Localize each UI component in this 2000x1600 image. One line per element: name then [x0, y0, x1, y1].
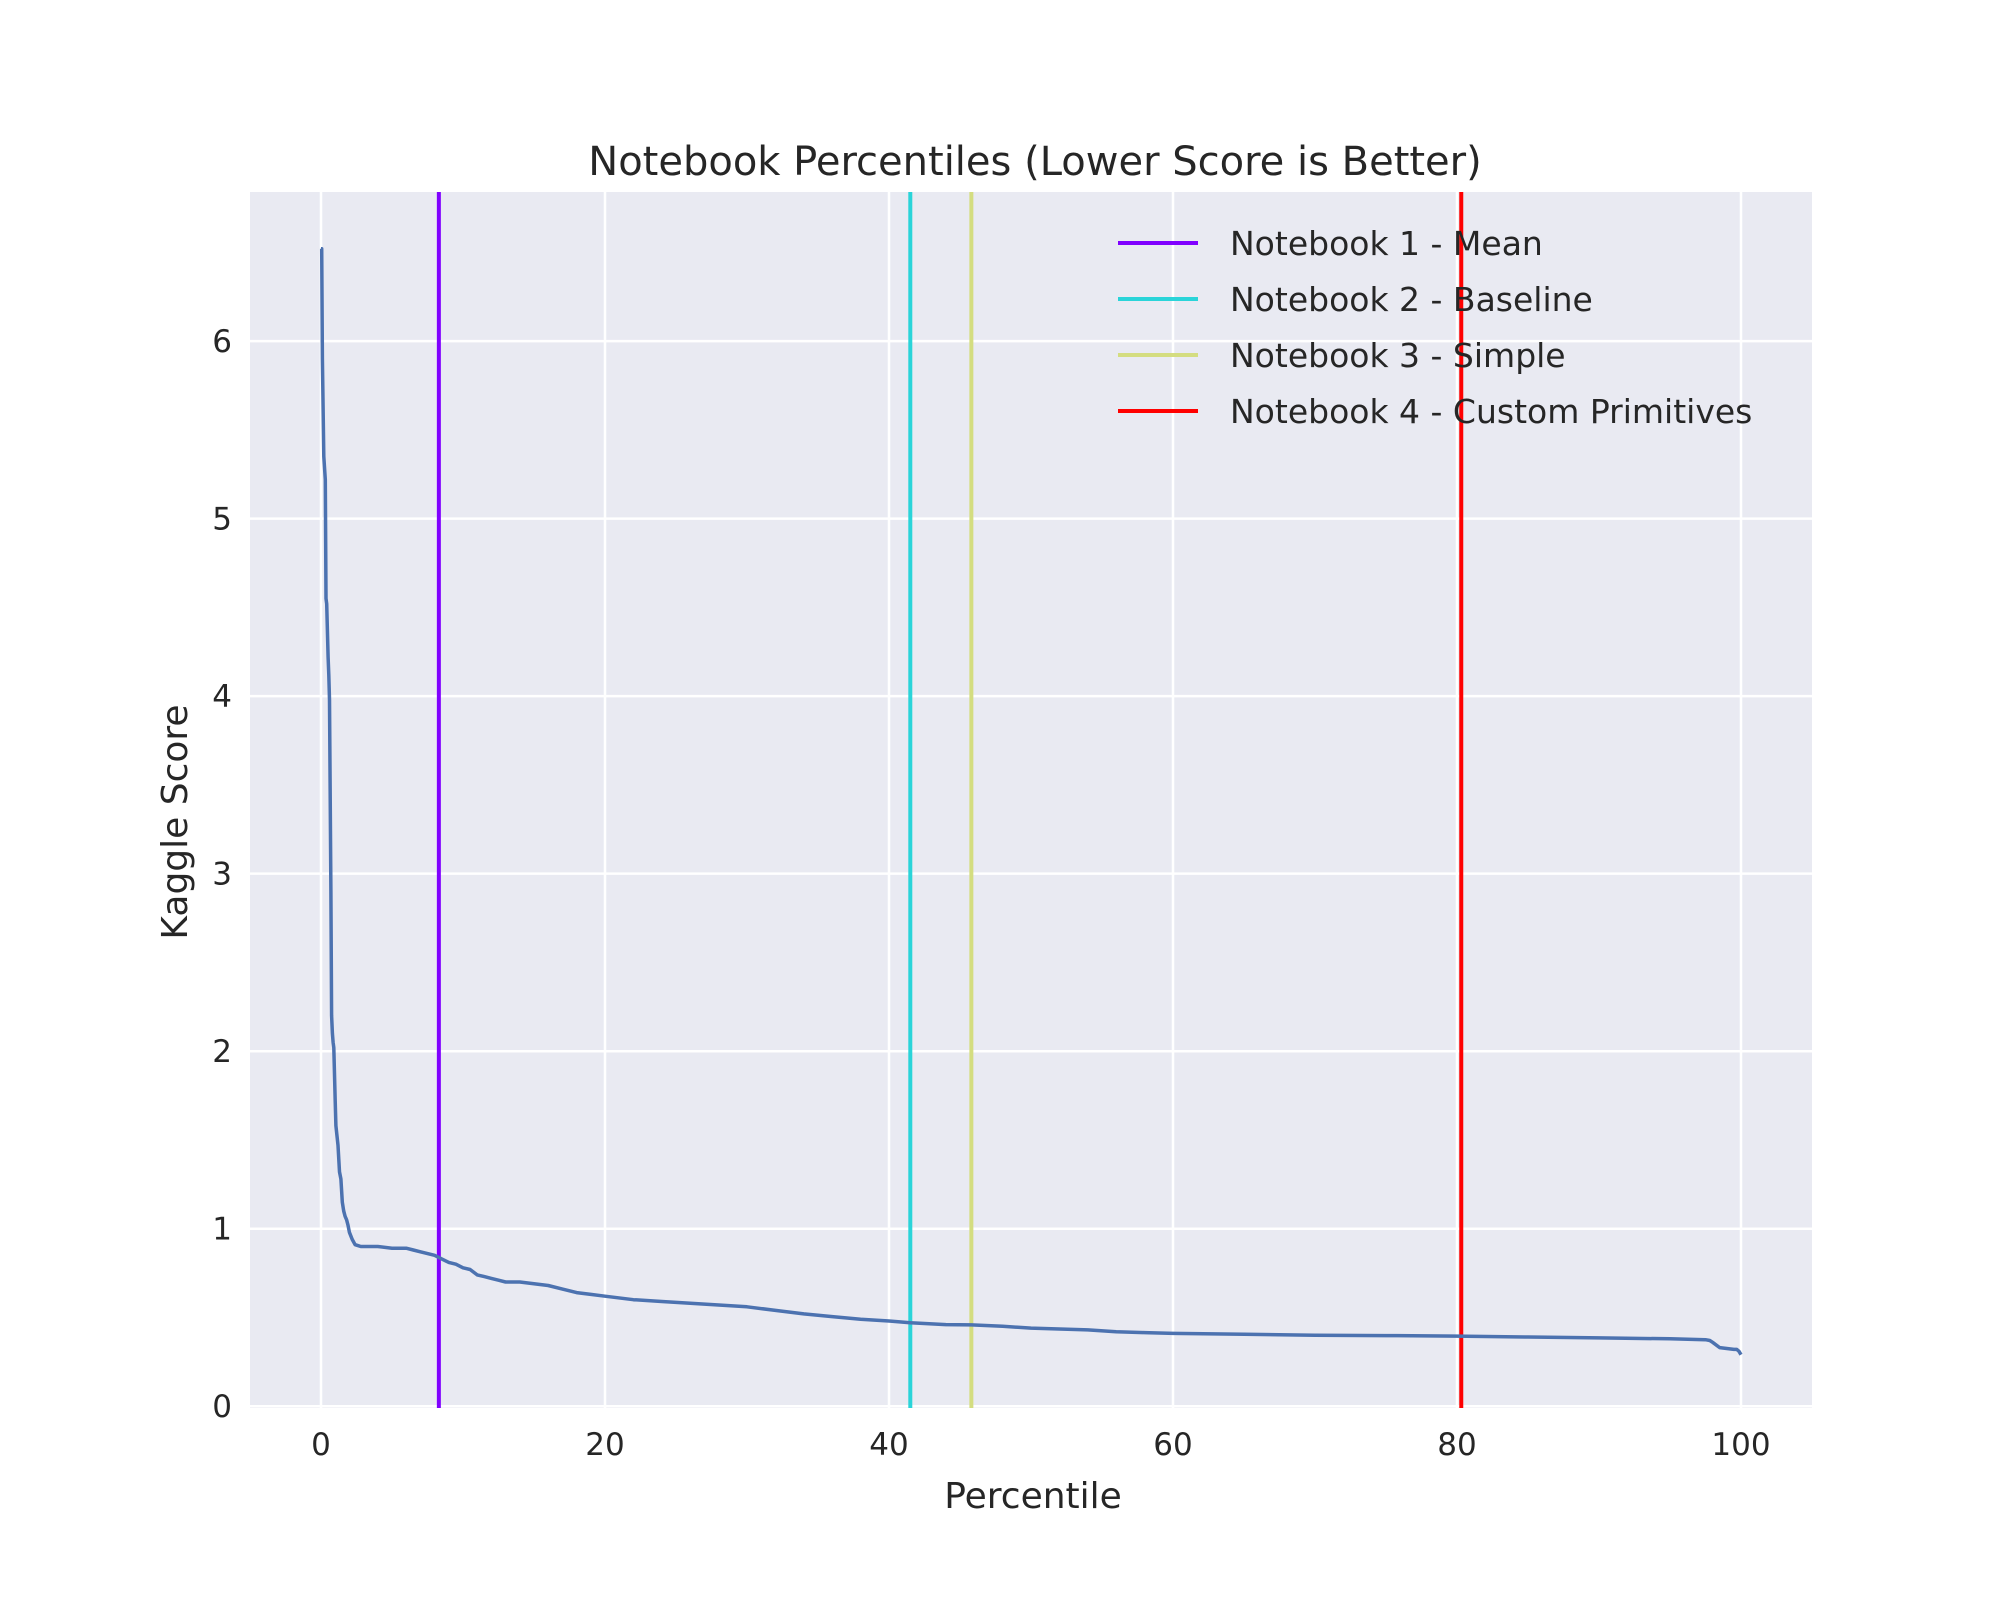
series-line [319, 247, 1743, 1356]
grid [250, 192, 1812, 1408]
x-tick-label: 100 [1711, 1427, 1770, 1463]
y-tick-label: 2 [212, 1034, 232, 1070]
ticks: 0 20 40 60 80 100 0 1 2 3 4 5 6 [212, 324, 1770, 1463]
legend-label: Notebook 2 - Baseline [1230, 280, 1593, 319]
chart-title: Notebook Percentiles (Lower Score is Bet… [588, 139, 1481, 185]
y-tick-label: 4 [212, 679, 232, 715]
legend-label: Notebook 4 - Custom Primitives [1230, 392, 1752, 431]
x-tick-label: 20 [585, 1427, 624, 1463]
x-axis-label: Percentile [944, 1476, 1122, 1517]
y-tick-label: 3 [212, 857, 232, 893]
x-tick-label: 0 [311, 1427, 331, 1463]
x-tick-label: 60 [1153, 1427, 1192, 1463]
legend: Notebook 1 - Mean Notebook 2 - Baseline No… [1118, 224, 1752, 431]
legend-label: Notebook 1 - Mean [1230, 224, 1543, 263]
y-tick-label: 5 [212, 502, 232, 538]
plot-area [250, 192, 1812, 1408]
notebook-markers [436, 192, 1464, 1408]
y-tick-label: 0 [212, 1389, 232, 1425]
x-tick-label: 40 [869, 1427, 908, 1463]
y-tick-label: 1 [212, 1212, 232, 1248]
y-tick-label: 6 [212, 324, 232, 360]
series [319, 247, 1743, 1356]
x-tick-label: 80 [1437, 1427, 1476, 1463]
y-axis-label: Kaggle Score [155, 704, 196, 939]
legend-label: Notebook 3 - Simple [1230, 336, 1566, 375]
